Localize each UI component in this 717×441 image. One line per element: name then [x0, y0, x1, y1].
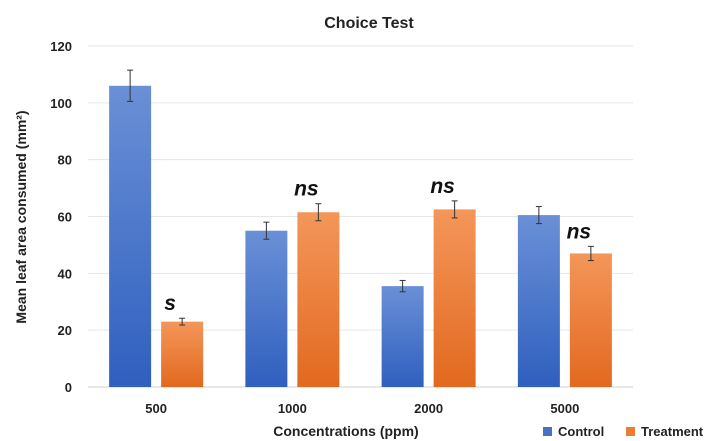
significance-labels: s ns ns ns [164, 175, 591, 315]
error-bar [127, 69, 134, 102]
significance-label: s [164, 292, 176, 315]
error-bar [535, 206, 542, 225]
x-tick-label: 2000 [414, 401, 443, 416]
significance-label: ns [430, 175, 455, 198]
bar-control-500 [109, 85, 152, 388]
y-tick-label: 80 [58, 153, 72, 168]
y-tick-label: 120 [50, 39, 72, 54]
bar-treatment-500 [161, 321, 204, 387]
significance-label: ns [567, 220, 592, 243]
legend-swatch-treatment [626, 427, 635, 436]
legend: Control Treatment [543, 424, 704, 439]
y-tick-label: 0 [65, 380, 72, 395]
x-axis-ticks: 500 1000 2000 5000 [145, 401, 579, 416]
error-bar [179, 317, 186, 326]
bar-control-2000 [381, 286, 424, 387]
chart-title: Choice Test [324, 15, 414, 32]
significance-label: ns [294, 178, 319, 201]
y-tick-label: 20 [58, 323, 72, 338]
bar-treatment-2000 [433, 209, 476, 387]
legend-swatch-control [543, 427, 552, 436]
error-bar [587, 245, 594, 262]
bar-treatment-1000 [297, 212, 340, 387]
error-bars [127, 69, 594, 326]
error-bar [263, 221, 270, 240]
x-axis-label: Concentrations (ppm) [273, 423, 418, 439]
x-tick-label: 500 [145, 401, 167, 416]
y-tick-label: 60 [58, 210, 72, 225]
x-tick-label: 1000 [278, 401, 307, 416]
bar-treatment-5000 [569, 253, 612, 387]
legend-label-treatment: Treatment [641, 424, 704, 439]
y-axis-ticks: 0 20 40 60 80 100 120 [50, 39, 72, 395]
error-bar [315, 203, 322, 222]
y-tick-label: 40 [58, 266, 72, 281]
bar-control-5000 [517, 215, 560, 387]
error-bar [451, 200, 458, 219]
legend-label-control: Control [558, 424, 604, 439]
y-axis-label: Mean leaf area consumed (mm²) [13, 110, 29, 323]
error-bar [399, 279, 406, 293]
bar-control-1000 [245, 230, 288, 387]
x-tick-label: 5000 [550, 401, 579, 416]
bars [109, 85, 612, 388]
y-tick-label: 100 [50, 96, 72, 111]
